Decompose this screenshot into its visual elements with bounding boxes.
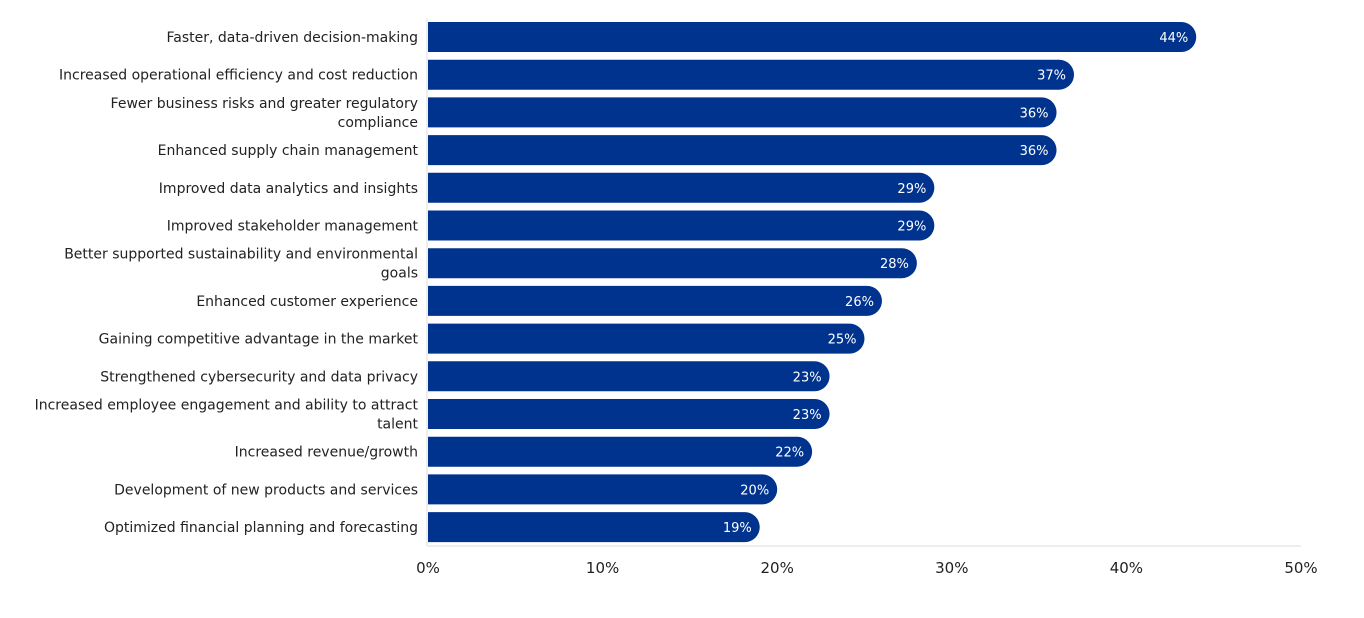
category-label: Improved stakeholder management: [167, 219, 419, 235]
data-label: 19%: [723, 521, 752, 536]
data-label: 44%: [1159, 31, 1188, 46]
category-label: Better supported sustainability and envi…: [64, 247, 418, 263]
category-label: Optimized financial planning and forecas…: [104, 520, 418, 536]
bar: [428, 285, 882, 316]
bar: [428, 323, 865, 354]
category-label: Enhanced supply chain management: [158, 143, 419, 159]
x-tick-label: 10%: [586, 559, 619, 577]
category-label: compliance: [338, 115, 418, 131]
data-label: 22%: [775, 446, 804, 461]
x-tick-label: 50%: [1284, 559, 1317, 577]
bar: [428, 97, 1057, 128]
bar: [428, 135, 1057, 166]
data-label: 26%: [845, 295, 874, 310]
category-label: Increased employee engagement and abilit…: [35, 398, 419, 414]
data-label: 29%: [897, 182, 926, 197]
bar: [428, 512, 760, 543]
bar: [428, 59, 1075, 90]
bar: [428, 399, 830, 429]
category-label: Development of new products and services: [114, 482, 418, 498]
x-tick-label: 30%: [935, 559, 968, 577]
data-label: 25%: [828, 333, 857, 348]
category-label: Faster, data-driven decision-making: [167, 30, 418, 46]
category-label: talent: [377, 417, 418, 433]
x-tick-label: 40%: [1110, 559, 1143, 577]
bar: [428, 248, 917, 279]
category-label: Gaining competitive advantage in the mar…: [99, 332, 419, 348]
category-label: Increased revenue/growth: [235, 445, 418, 461]
x-tick-label: 0%: [416, 559, 440, 577]
data-label: 23%: [793, 408, 822, 423]
bar: [428, 210, 935, 241]
data-label: 37%: [1037, 69, 1066, 84]
category-label: Fewer business risks and greater regulat…: [111, 96, 418, 112]
data-label: 29%: [897, 220, 926, 235]
category-label: Enhanced customer experience: [196, 294, 418, 310]
data-label: 28%: [880, 257, 909, 272]
x-tick-label: 20%: [761, 559, 794, 577]
category-label: Improved data analytics and insights: [159, 181, 418, 197]
data-label: 20%: [740, 483, 769, 498]
bar: [428, 436, 813, 467]
category-label: Strengthened cybersecurity and data priv…: [100, 369, 418, 385]
category-label: Increased operational efficiency and cos…: [59, 68, 418, 84]
bar: [428, 474, 778, 505]
data-label: 36%: [1020, 106, 1049, 121]
bar: [428, 172, 935, 203]
bar: [428, 361, 830, 392]
data-label: 23%: [793, 370, 822, 385]
data-label: 36%: [1020, 144, 1049, 159]
category-label: goals: [381, 266, 418, 282]
bar: [428, 22, 1197, 52]
